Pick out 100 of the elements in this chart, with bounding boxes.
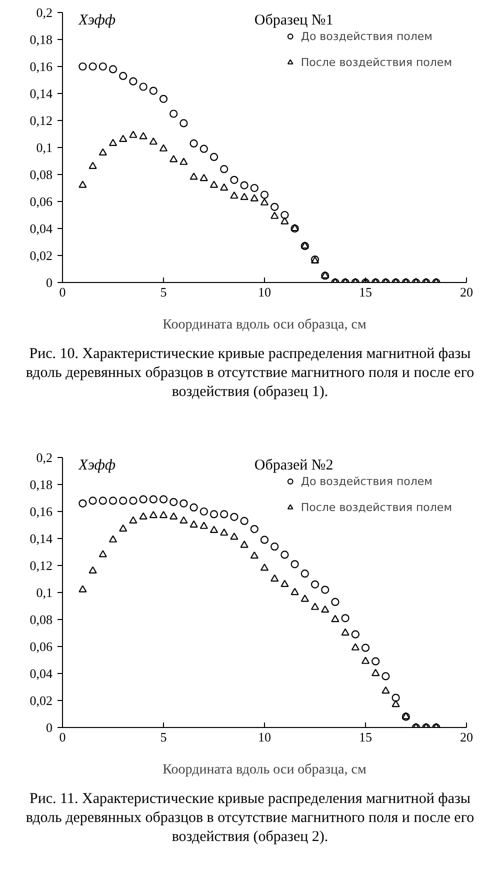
- point: [98, 62, 107, 71]
- x-tick-label: 15: [359, 284, 372, 300]
- point: [260, 198, 269, 206]
- point: [210, 510, 218, 518]
- point: [250, 194, 258, 202]
- point: [351, 630, 360, 638]
- point: [270, 202, 279, 211]
- x-tick-label: 20: [460, 730, 473, 744]
- x-tick-label: 5: [160, 730, 167, 744]
- point: [78, 585, 87, 592]
- x-tick-label: 15: [359, 730, 372, 744]
- y-tick-label: 0,16: [30, 504, 53, 519]
- point: [280, 580, 289, 587]
- point: [78, 62, 87, 71]
- text: Рис. 10. Характеристические кривые распределения магнитной фазы вдоль деревянных образцов в отсутствие магнитного поля и после его воздействия (образец 1).: [24, 345, 476, 402]
- point: [310, 580, 320, 588]
- point: [149, 510, 158, 518]
- point: [98, 550, 107, 558]
- point: [300, 570, 309, 578]
- point: [88, 496, 97, 505]
- point: [159, 495, 168, 504]
- x-tick-label: 20: [460, 284, 473, 300]
- x-axis-title: Координата вдоль оси образца, см: [162, 318, 366, 332]
- point: [129, 496, 138, 505]
- point: [341, 628, 350, 636]
- point: [200, 507, 208, 516]
- y-axis-title: Хэфф: [78, 458, 116, 474]
- point: [210, 152, 218, 161]
- point: [382, 672, 390, 680]
- point: [98, 148, 107, 156]
- point: [88, 566, 97, 574]
- point: [159, 144, 168, 152]
- point: [270, 212, 279, 219]
- point: [230, 192, 238, 199]
- y-tick-label: 0,12: [30, 113, 52, 128]
- y-tick-label: 0,14: [30, 531, 53, 546]
- y-tick-label: 0,06: [30, 194, 53, 209]
- point: [250, 525, 258, 534]
- point: [149, 86, 158, 95]
- point: [190, 172, 198, 180]
- point: [260, 564, 269, 571]
- point: [149, 138, 158, 145]
- point: [230, 512, 238, 521]
- point: [139, 132, 148, 140]
- point: [190, 139, 198, 148]
- point: [190, 503, 198, 512]
- point: [119, 134, 128, 142]
- y-tick-label: 0,18: [30, 32, 52, 47]
- point: [159, 94, 168, 103]
- point: [210, 526, 218, 533]
- y-tick-label: 0,14: [30, 86, 53, 101]
- point: [300, 594, 309, 602]
- point: [129, 77, 138, 86]
- point: [129, 130, 138, 138]
- point: [280, 550, 289, 559]
- y-tick-label: 0: [46, 275, 52, 290]
- point: [78, 180, 87, 188]
- point: [170, 498, 178, 506]
- point: [159, 510, 168, 518]
- y-tick-label: 0,1: [36, 585, 52, 600]
- point: [108, 65, 118, 74]
- text: Рис. 11. Характеристические кривые распределения магнитной фазы вдоль деревянных образцов в отсутствие магнитного поля и после его воздействия (образец 2).: [24, 790, 476, 846]
- point: [392, 694, 400, 702]
- point: [190, 520, 198, 528]
- point: [149, 495, 158, 504]
- point: [180, 119, 188, 128]
- y-tick-label: 0,02: [30, 248, 52, 263]
- point: [108, 138, 118, 146]
- x-tick-label: 5: [160, 284, 167, 300]
- y-tick-label: 0,16: [30, 59, 53, 74]
- point: [270, 542, 279, 551]
- point: [260, 536, 269, 544]
- point: [321, 605, 330, 613]
- point: [351, 643, 360, 650]
- point: [119, 72, 128, 80]
- x-tick-label: 0: [59, 730, 66, 744]
- point: [129, 516, 138, 524]
- point: [341, 614, 350, 622]
- point: [321, 586, 330, 594]
- y-tick-label: 0: [46, 720, 52, 735]
- y-tick-label: 0,18: [30, 477, 52, 492]
- point: [290, 560, 299, 568]
- point: [372, 668, 380, 676]
- legend-label: До воздействия полем: [300, 30, 432, 42]
- point: [280, 210, 289, 220]
- y-tick-label: 0,1: [36, 140, 52, 155]
- y-tick-label: 0,06: [30, 639, 53, 654]
- point: [200, 522, 208, 529]
- point: [139, 512, 148, 520]
- point: [240, 181, 248, 190]
- point: [310, 602, 320, 610]
- point: [88, 62, 97, 71]
- point: [240, 192, 248, 200]
- point: [392, 700, 400, 708]
- point: [180, 516, 188, 524]
- point: [361, 644, 370, 652]
- point: [240, 540, 248, 548]
- y-tick-label: 0,08: [30, 167, 52, 182]
- point: [220, 510, 228, 518]
- chart-title: Образей №2: [254, 458, 334, 474]
